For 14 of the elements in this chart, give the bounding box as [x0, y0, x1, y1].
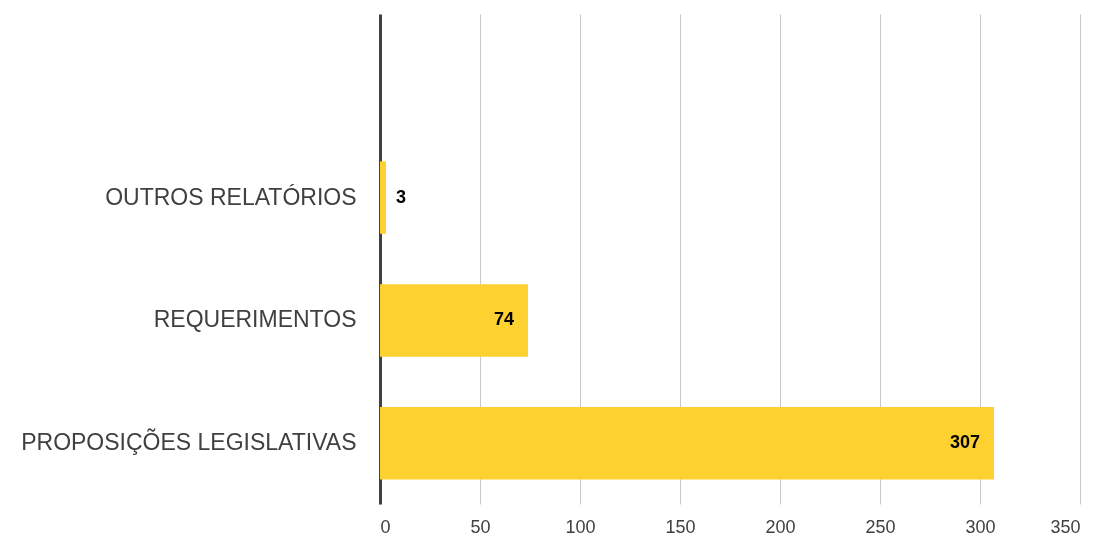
x-tick-label: 250: [865, 516, 896, 537]
x-tick-label: 200: [765, 516, 796, 537]
data-label: 3: [396, 186, 407, 207]
x-tick-label: 300: [965, 516, 996, 537]
x-tick-label: 100: [565, 516, 596, 537]
x-tick-label: 50: [470, 516, 491, 537]
data-label: 74: [493, 309, 514, 330]
x-tick-label: 150: [665, 516, 696, 537]
y-tick-label: PROPOSIÇÕES LEGISLATIVAS: [21, 428, 357, 456]
data-label: 307: [949, 432, 980, 453]
x-tick-label: 350: [1050, 516, 1081, 537]
y-tick-label: OUTROS RELATÓRIOS: [105, 183, 357, 210]
x-tick-label: 0: [380, 516, 391, 537]
y-tick-label: REQUERIMENTOS: [153, 306, 357, 333]
